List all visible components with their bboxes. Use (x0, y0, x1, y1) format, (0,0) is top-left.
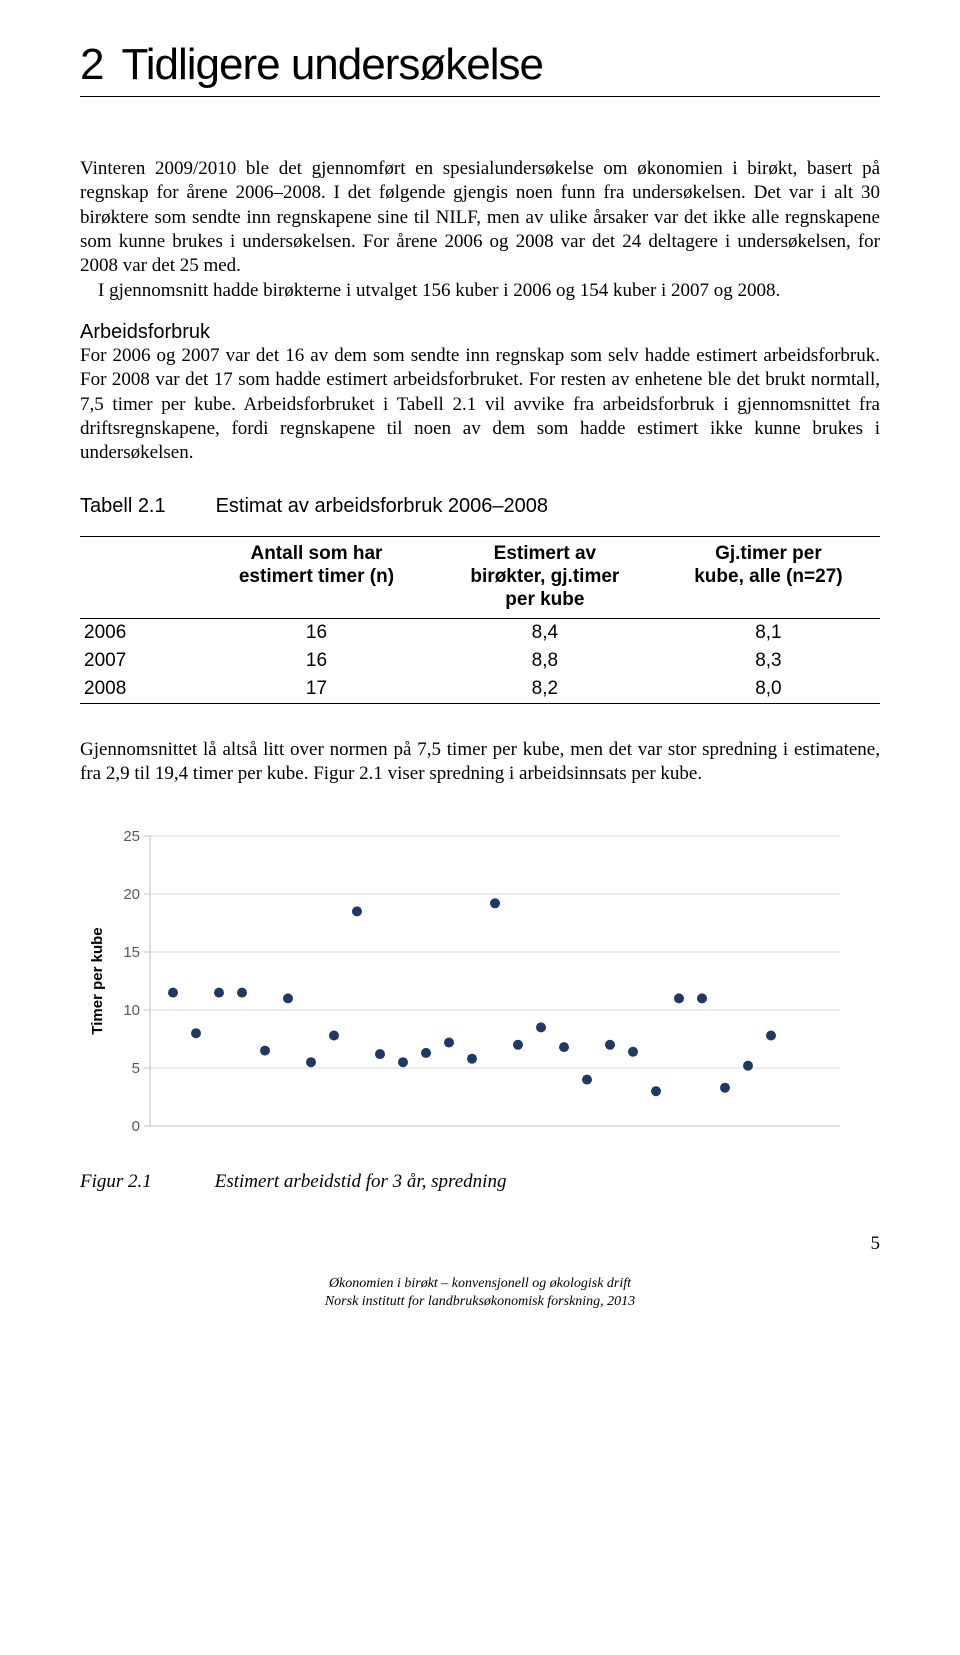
svg-text:Timer per kube: Timer per kube (89, 928, 106, 1035)
chapter-number: 2 (80, 40, 103, 90)
table-row: 2007168,88,3 (80, 647, 880, 675)
figure-caption: Figur 2.1 Estimert arbeidstid for 3 år, … (80, 1171, 880, 1193)
table-cell: 2006 (80, 618, 200, 647)
page-number: 5 (80, 1233, 880, 1255)
table-cell: 8,4 (433, 618, 657, 647)
table-cell: 8,8 (433, 647, 657, 675)
svg-text:20: 20 (123, 886, 140, 903)
table-cell: 2008 (80, 675, 200, 704)
table-cell: 2007 (80, 647, 200, 675)
subheading-arbeidsforbruk: Arbeidsforbruk (80, 321, 880, 344)
table-header: Antall som harestimert timer (n) (200, 537, 433, 618)
figure-title: Estimert arbeidstid for 3 år, spredning (215, 1171, 507, 1192)
svg-text:5: 5 (132, 1060, 140, 1077)
chapter-heading: 2 Tidligere undersøkelse (80, 40, 880, 97)
scatter-svg: 0 5 10 15 20 25 Timer per kube (80, 826, 860, 1156)
paragraph-3: Gjennomsnittet lå altså litt over normen… (80, 738, 880, 787)
paragraph-1b: I gjennomsnitt hadde birøkterne i utvalg… (80, 279, 880, 303)
paragraph-1b-text: I gjennomsnitt hadde birøkterne i utvalg… (98, 280, 780, 301)
table-header (80, 537, 200, 618)
table-caption: Tabell 2.1 Estimat av arbeidsforbruk 200… (80, 495, 880, 518)
svg-text:25: 25 (123, 828, 140, 845)
chapter-title: Tidligere undersøkelse (121, 40, 542, 90)
table-row: 2008178,28,0 (80, 675, 880, 704)
table-label: Tabell 2.1 (80, 495, 210, 518)
paragraph-1: Vinteren 2009/2010 ble det gjennomført e… (80, 157, 880, 279)
svg-text:0: 0 (132, 1118, 140, 1135)
svg-text:10: 10 (123, 1002, 140, 1019)
footer-line-1: Økonomien i birøkt – konvensjonell og øk… (329, 1276, 631, 1291)
paragraph-1-text: Vinteren 2009/2010 ble det gjennomført e… (80, 158, 880, 276)
table-cell: 16 (200, 647, 433, 675)
table-header: Estimert avbirøkter, gj.timerper kube (433, 537, 657, 618)
footer-line-2: Norsk institutt for landbruksøkonomisk f… (325, 1294, 635, 1309)
table-cell: 16 (200, 618, 433, 647)
page-footer: Økonomien i birøkt – konvensjonell og øk… (80, 1275, 880, 1310)
table-header: Gj.timer perkube, alle (n=27) (657, 537, 880, 618)
table-cell: 8,2 (433, 675, 657, 704)
table-cell: 8,3 (657, 647, 880, 675)
table-cell: 17 (200, 675, 433, 704)
paragraph-2: For 2006 og 2007 var det 16 av dem som s… (80, 344, 880, 466)
table-title: Estimat av arbeidsforbruk 2006–2008 (216, 495, 548, 517)
table-cell: 8,0 (657, 675, 880, 704)
table-row: 2006168,48,1 (80, 618, 880, 647)
scatter-chart: 0 5 10 15 20 25 Timer per kube (80, 826, 880, 1161)
figure-label: Figur 2.1 (80, 1171, 210, 1193)
table-cell: 8,1 (657, 618, 880, 647)
arbeidsforbruk-table: Antall som harestimert timer (n)Estimert… (80, 536, 880, 703)
svg-text:15: 15 (123, 944, 140, 961)
